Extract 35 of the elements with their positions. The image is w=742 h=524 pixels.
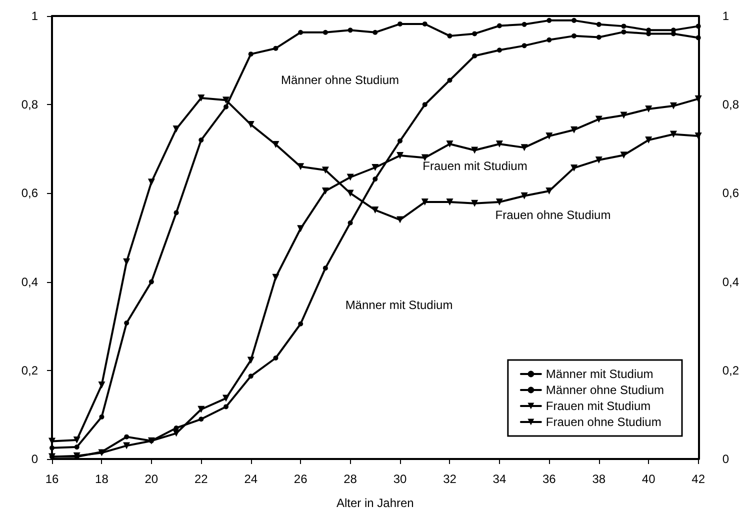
x-tick-label: 34 (492, 472, 506, 486)
y-tick-label: 0,2 (722, 363, 740, 378)
x-tick-label: 18 (95, 472, 109, 486)
x-tick-label: 26 (294, 472, 308, 486)
y2-tick-label: 0 (31, 452, 38, 466)
annotation: Frauen mit Studium (422, 159, 528, 173)
y2-tick-label: 0,8 (21, 98, 38, 112)
x-tick-label: 16 (45, 472, 59, 486)
x-tick-label: 30 (393, 472, 408, 486)
y2-tick-label: 0,2 (21, 363, 38, 378)
x-tick-label: 38 (592, 472, 606, 486)
x-tick-label: 40 (642, 472, 656, 486)
legend-label: Männer ohne Studium (546, 383, 664, 397)
x-tick-label: 24 (244, 472, 258, 486)
x-tick-label: 42 (692, 472, 706, 486)
x-tick-label: 20 (144, 472, 158, 486)
y-tick-label: 0 (722, 452, 730, 466)
legend-label: Männer mit Studium (546, 367, 654, 381)
x-tick-label: 32 (443, 472, 457, 486)
y2-tick-label: 0,6 (21, 186, 38, 200)
x-tick-label: 22 (194, 472, 208, 486)
y2-tick-label: 1 (31, 9, 38, 23)
x-axis-title: Alter in Jahren (336, 496, 414, 510)
legend-label: Frauen mit Studium (546, 399, 651, 413)
x-tick-label: 28 (344, 472, 358, 486)
annotation: Frauen ohne Studium (495, 208, 611, 222)
y-tick-label: 1 (722, 9, 730, 23)
y2-tick-label: 0,4 (21, 274, 38, 289)
x-tick-label: 36 (542, 472, 556, 486)
y-tick-label: 0,4 (722, 274, 740, 289)
annotation: Männer ohne Studium (280, 73, 400, 87)
y-tick-label: 0,6 (722, 186, 740, 200)
annotation: Männer mit Studium (345, 298, 453, 312)
legend-label: Frauen ohne Studium (546, 415, 662, 429)
y-tick-label: 0,8 (722, 98, 740, 112)
